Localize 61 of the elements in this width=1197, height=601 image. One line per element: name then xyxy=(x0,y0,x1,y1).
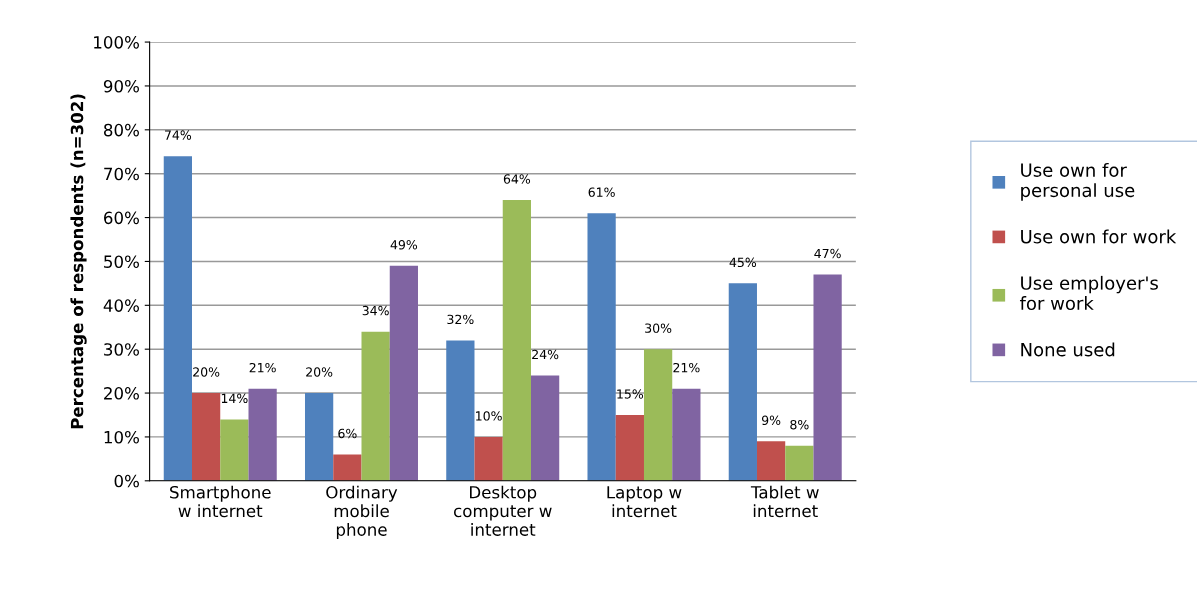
legend-label: Use employer's for work xyxy=(1019,275,1158,311)
data-label: 9% xyxy=(761,415,781,425)
bar xyxy=(220,419,249,481)
y-tick-label: 80% xyxy=(103,123,139,137)
x-tick-label: Smartphone w internet xyxy=(170,485,271,518)
bar xyxy=(163,156,192,481)
y-tick-label: 40% xyxy=(103,299,139,312)
data-label: 64% xyxy=(503,174,531,184)
bar xyxy=(248,388,277,481)
data-label: 20% xyxy=(306,367,333,377)
data-label: 49% xyxy=(390,240,418,250)
x-tick-label: Tablet w internet xyxy=(750,485,819,518)
bar xyxy=(361,331,390,481)
y-tick-label: 20% xyxy=(104,387,139,400)
bar xyxy=(474,436,503,481)
bar xyxy=(785,445,814,481)
x-tick-label: Ordinary mobile phone xyxy=(326,485,398,540)
data-label: 34% xyxy=(362,305,389,316)
bar xyxy=(530,375,560,481)
y-tick-label: 30% xyxy=(104,343,139,356)
data-label: 6% xyxy=(338,428,357,439)
bar xyxy=(615,414,644,481)
y-tick-label: 90% xyxy=(103,79,139,93)
data-label: 74% xyxy=(165,130,192,140)
bar xyxy=(587,213,616,481)
bar xyxy=(728,283,757,481)
data-label: 14% xyxy=(221,393,248,404)
x-tick-label: Laptop w internet xyxy=(607,486,682,518)
bar xyxy=(756,441,786,481)
y-tick-label: 60% xyxy=(104,211,139,225)
bar xyxy=(502,200,531,481)
y-tick-label: 50% xyxy=(104,255,139,268)
x-tick-label: Desktop computer w internet xyxy=(454,485,552,536)
data-label: 20% xyxy=(193,367,220,377)
bar xyxy=(446,340,475,481)
data-label: 8% xyxy=(790,419,809,430)
data-label: 10% xyxy=(476,411,502,421)
legend-label: Use own for personal use xyxy=(1021,162,1135,201)
y-tick-label: 100% xyxy=(94,36,139,49)
data-label: 30% xyxy=(645,323,672,333)
data-label: 21% xyxy=(249,362,276,373)
data-label: 21% xyxy=(673,362,700,373)
bar xyxy=(672,388,701,481)
data-label: 47% xyxy=(814,248,841,259)
data-label: 32% xyxy=(447,314,474,325)
bar xyxy=(813,274,842,481)
data-label: 45% xyxy=(729,257,757,268)
y-tick-label: 0% xyxy=(114,474,139,488)
bar xyxy=(389,265,418,481)
data-label: 15% xyxy=(617,389,644,399)
bar xyxy=(305,393,334,481)
y-tick-label: 10% xyxy=(104,430,139,444)
data-label: 24% xyxy=(532,349,559,360)
legend-label: Use own for work xyxy=(1021,229,1177,244)
data-label: 61% xyxy=(588,187,615,197)
y-axis-title: Percentage of respondents (n=302) xyxy=(70,94,87,429)
bar xyxy=(333,454,362,481)
bar xyxy=(643,349,673,481)
bar xyxy=(192,393,221,481)
legend-label: None used xyxy=(1021,342,1115,357)
y-tick-label: 70% xyxy=(104,167,139,181)
